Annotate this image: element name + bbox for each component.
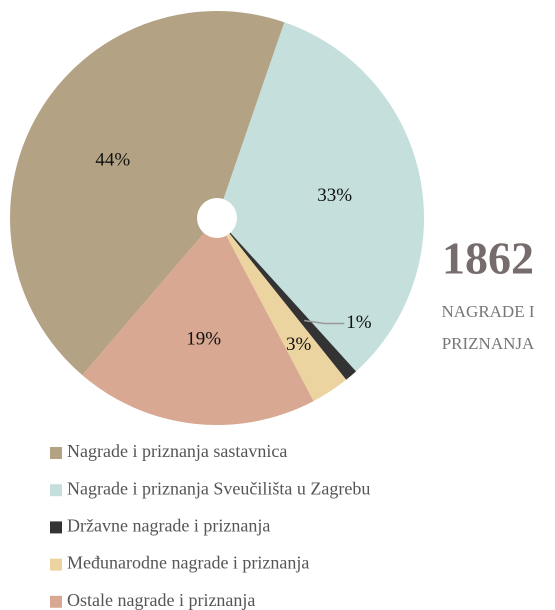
- legend-label: Nagrade i priznanja sastavnica: [67, 441, 287, 461]
- legend-swatch: [50, 447, 62, 459]
- leader-line: [304, 319, 345, 325]
- value-label: 33%: [317, 185, 352, 206]
- value-label: 19%: [186, 329, 221, 350]
- pie-slice: [217, 22, 424, 372]
- pie-slice: [9, 11, 285, 376]
- legend-label: Međunarodne nagrade i priznanja: [67, 553, 309, 573]
- legend-swatch: [50, 521, 62, 534]
- pie-slice: [217, 218, 357, 380]
- total-label: NAGRADE I: [441, 302, 534, 321]
- legend-swatch: [50, 484, 62, 497]
- total: 1862: [442, 233, 534, 284]
- legend-label: Ostale nagrade i priznanja: [67, 590, 255, 610]
- value-label: 3%: [286, 334, 312, 355]
- legend-swatch: [50, 558, 62, 571]
- value-label: 44%: [95, 150, 130, 171]
- value-label: 1%: [346, 312, 372, 333]
- legend-swatch: [50, 595, 62, 608]
- legend-label: Nagrade i priznanja Sveučilišta u Zagreb…: [67, 478, 370, 498]
- pie-slice: [82, 218, 314, 426]
- pie-slice: [217, 218, 347, 402]
- legend-label: Državne nagrade i priznanja: [67, 516, 270, 536]
- total-label: PRIZNANJA: [442, 334, 535, 353]
- pie-hole: [197, 198, 237, 238]
